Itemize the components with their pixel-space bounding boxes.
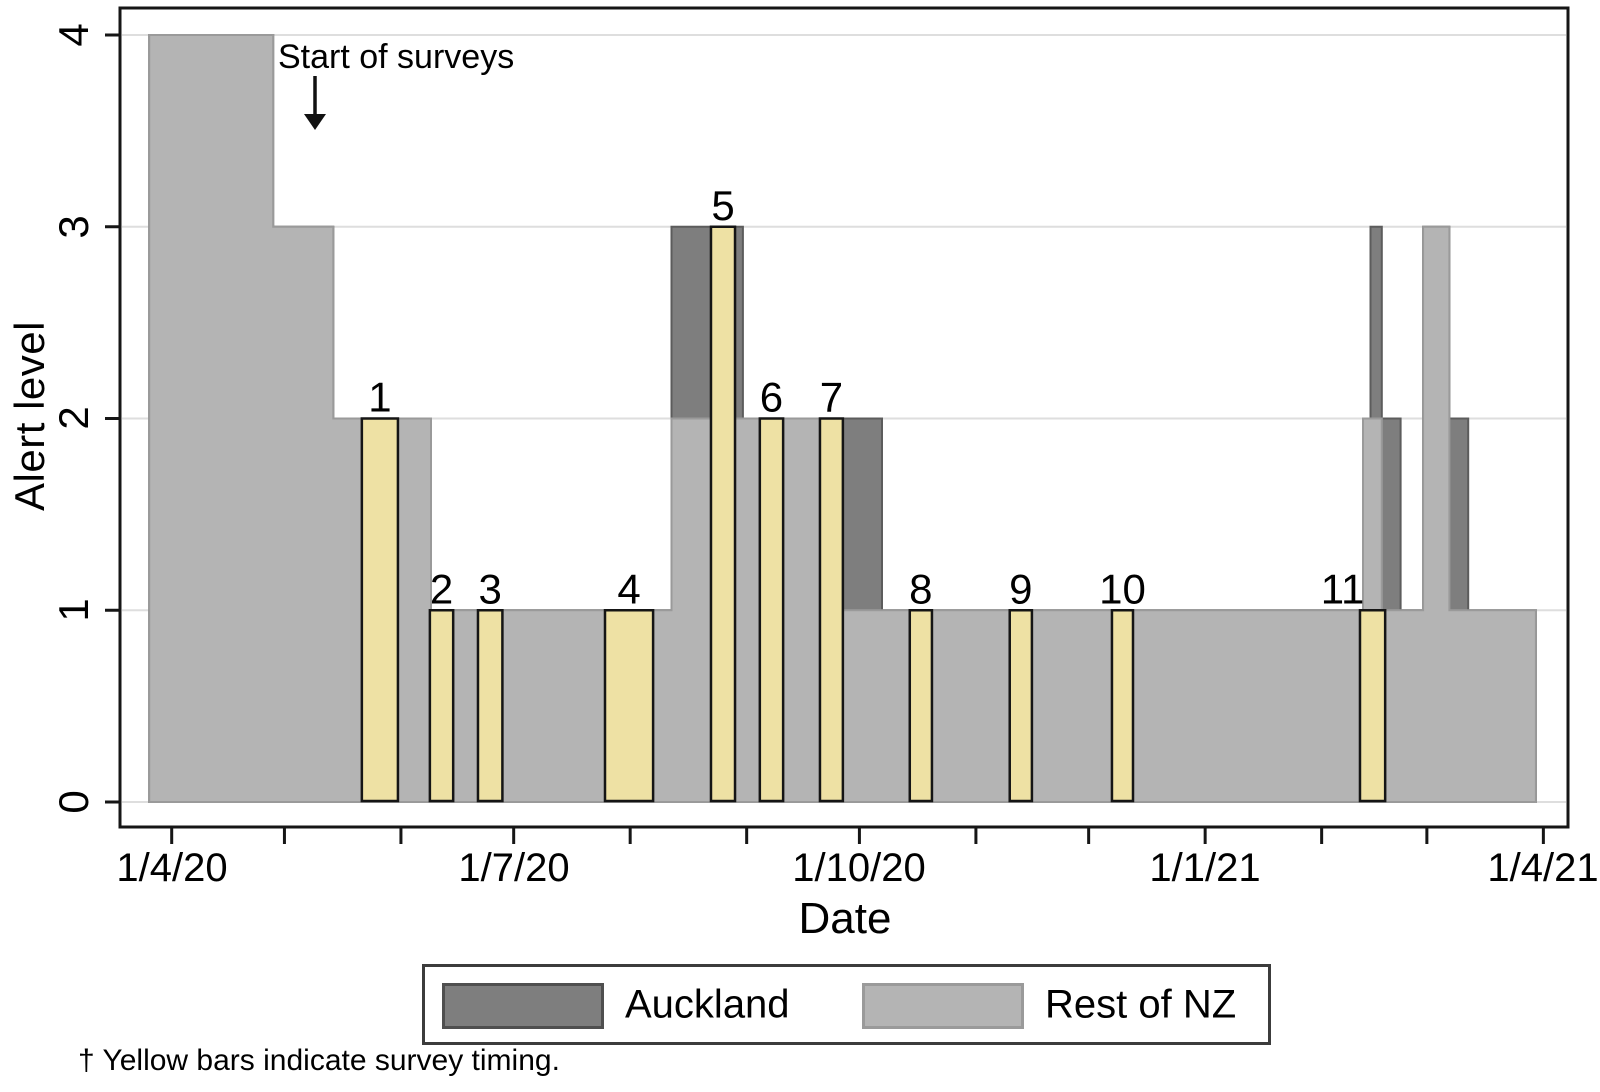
survey-bar-label-7: 7 — [820, 374, 843, 421]
y-tick-label-1: 1 — [50, 598, 97, 622]
survey-bar-9 — [1008, 609, 1034, 803]
survey-bar-8 — [908, 609, 934, 803]
survey-bar-label-2: 2 — [430, 565, 453, 612]
survey-bar-label-3: 3 — [479, 565, 502, 612]
footnote: † Yellow bars indicate survey timing. — [78, 1044, 560, 1077]
survey-bar-6 — [758, 417, 785, 803]
survey-bar-label-4: 4 — [617, 565, 640, 612]
x-axis-title: Date — [798, 894, 892, 943]
survey-bar-7 — [818, 417, 845, 803]
survey-bar-5 — [709, 225, 737, 803]
x-tick-label-jul20: 1/7/20 — [458, 846, 570, 890]
survey-bar-label-6: 6 — [760, 374, 783, 421]
survey-bar-label-5: 5 — [711, 182, 734, 229]
x-tick-label-apr21: 1/4/21 — [1487, 846, 1599, 890]
x-tick-label-oct20: 1/10/20 — [792, 846, 926, 890]
survey-bar-label-10: 10 — [1099, 565, 1146, 612]
legend-label-rest-of-nz: Rest of NZ — [1045, 982, 1237, 1026]
survey-bar-1 — [360, 417, 400, 803]
y-tick-label-2: 2 — [50, 406, 97, 430]
survey-bar-4 — [603, 609, 655, 803]
x-tick-label-jan21: 1/1/21 — [1149, 846, 1261, 890]
y-axis-title: Alert level — [6, 321, 53, 511]
legend-label-auckland: Auckland — [625, 982, 790, 1026]
x-tick-label-apr20: 1/4/20 — [116, 846, 228, 890]
survey-bar-label-9: 9 — [1009, 565, 1032, 612]
survey-bar-2 — [428, 609, 455, 803]
start-of-surveys-annotation: Start of surveys — [278, 38, 515, 76]
y-tick-label-3: 3 — [50, 215, 97, 239]
start-of-surveys-arrowhead — [304, 114, 326, 130]
survey-bar-label-1: 1 — [368, 374, 391, 421]
survey-bar-11 — [1358, 609, 1387, 803]
y-tick-label-4: 4 — [50, 23, 97, 47]
legend: Auckland Rest of NZ — [422, 964, 1271, 1045]
rest-of-nz-swatch — [862, 983, 1024, 1029]
survey-bar-label-11: 11 — [1321, 565, 1365, 612]
auckland-swatch — [442, 983, 604, 1029]
survey-bar-3 — [476, 609, 504, 803]
survey-bar-10 — [1110, 609, 1135, 803]
y-tick-label-0: 0 — [50, 790, 97, 814]
survey-bar-label-8: 8 — [909, 565, 932, 612]
